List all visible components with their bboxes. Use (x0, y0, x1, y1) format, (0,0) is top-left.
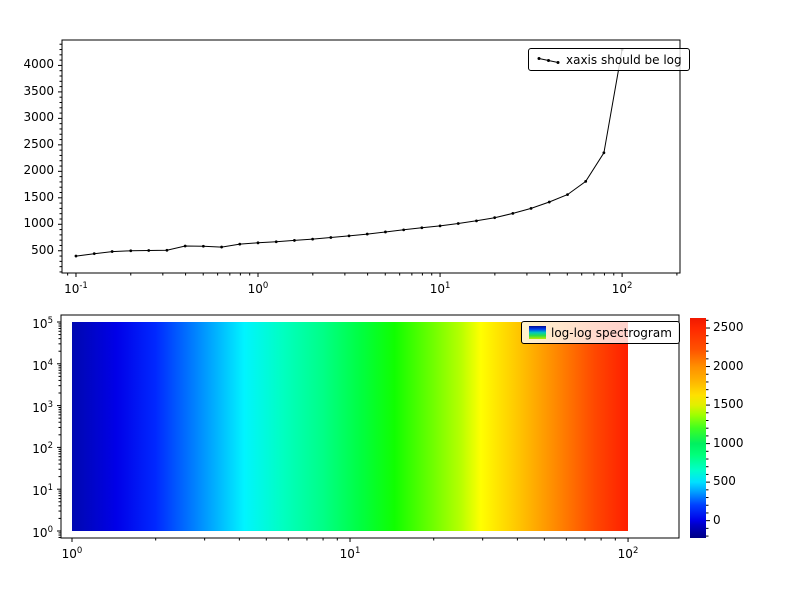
legend-marker-dot (556, 60, 560, 64)
tick-label: 2500 (23, 136, 54, 151)
tick-label: 100 (247, 281, 269, 296)
data-point-marker (602, 151, 606, 155)
tick-label: 102 (617, 546, 639, 561)
legend-marker-dot (547, 58, 550, 62)
axes-spine (60, 314, 680, 539)
data-point-marker (147, 249, 151, 252)
line-marker-icon (537, 56, 560, 64)
data-point-marker (547, 200, 551, 204)
data-point-marker (92, 252, 96, 256)
data-point-marker (384, 230, 387, 234)
data-point-marker (201, 244, 205, 248)
tick-label: 1500 (713, 397, 744, 412)
tick-label: 10-1 (64, 281, 88, 296)
data-point-marker (347, 234, 351, 238)
legend-label: log-log spectrogram (551, 325, 672, 340)
data-point-marker (529, 206, 533, 210)
tick-label: 3000 (23, 110, 54, 125)
data-point-marker (402, 228, 406, 232)
tick-label: 105 (32, 315, 53, 331)
tick-label: 0 (713, 512, 721, 527)
data-point-marker (293, 239, 296, 242)
data-point-marker (165, 248, 169, 252)
data-point-marker (511, 212, 515, 215)
data-point-marker (456, 222, 460, 225)
tick-label: 104 (32, 357, 53, 373)
tick-label: 101 (32, 483, 53, 499)
colorbar-gradient (690, 318, 706, 538)
legend-marker-dot (537, 56, 541, 60)
tick-label: 100 (32, 524, 53, 540)
tick-label: 103 (32, 399, 53, 415)
data-point-marker (584, 179, 588, 183)
tick-label: 2000 (23, 163, 54, 178)
axes-spine (61, 39, 681, 274)
legend-bottom-plot: log-log spectrogram (521, 321, 680, 344)
tick-label: 102 (32, 441, 53, 457)
data-point-marker (74, 254, 78, 258)
data-line (75, 49, 623, 257)
data-point-marker (256, 241, 260, 245)
data-point-marker (438, 224, 442, 228)
tick-label: 1000 (23, 216, 54, 231)
data-point-marker (220, 245, 224, 249)
data-point-marker (420, 226, 424, 230)
data-point-marker (566, 193, 569, 197)
tick-label: 4000 (23, 57, 54, 72)
spectrogram-image (71, 321, 629, 531)
tick-label: 3500 (23, 83, 54, 98)
spectrogram-swatch-icon (529, 326, 546, 339)
data-point-marker (110, 250, 114, 253)
data-point-marker (475, 219, 478, 223)
tick-label: 500 (31, 242, 54, 257)
tick-label: 102 (611, 281, 633, 296)
data-point-marker (129, 249, 133, 253)
tick-label: 100 (61, 546, 83, 561)
data-point-marker (329, 236, 333, 239)
data-point-marker (365, 232, 369, 236)
data-point-marker (274, 240, 278, 244)
data-point-marker (183, 244, 187, 248)
legend-label: xaxis should be log (566, 52, 682, 67)
data-point-marker (311, 237, 315, 241)
tick-label: 101 (339, 546, 361, 561)
legend-top-plot: xaxis should be log (528, 48, 690, 71)
tick-label: 2000 (713, 358, 744, 373)
tick-label: 2500 (713, 320, 744, 335)
tick-label: 1000 (713, 435, 744, 450)
tick-label: 101 (429, 281, 451, 296)
tick-label: 500 (713, 474, 736, 489)
data-point-marker (493, 216, 497, 220)
tick-label: 1500 (23, 189, 54, 204)
data-point-marker (238, 242, 242, 246)
